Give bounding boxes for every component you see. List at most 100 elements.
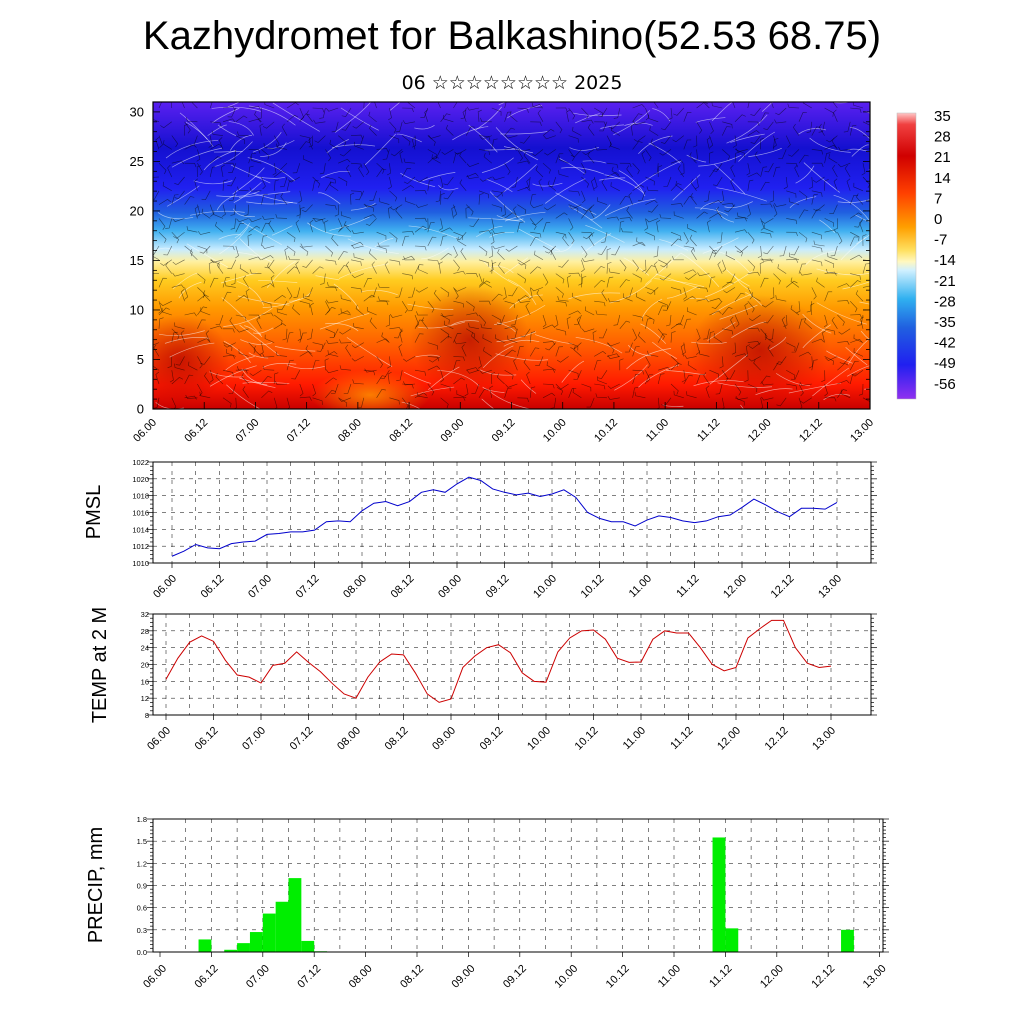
wind-barb (273, 397, 278, 409)
streamline (158, 330, 205, 337)
wind-barb (632, 386, 639, 398)
wind-barb (466, 162, 480, 167)
wind-barb (376, 162, 385, 174)
wind-barb (478, 245, 488, 256)
wind-barb (734, 149, 745, 158)
wind-barb (709, 369, 719, 379)
streamline (233, 181, 262, 204)
streamline (178, 281, 202, 299)
wind-barb (369, 124, 377, 136)
wind-barb (833, 218, 838, 231)
wind-barb (558, 259, 569, 268)
wind-barb (199, 391, 211, 399)
streamline (590, 204, 611, 221)
wind-barb (291, 370, 301, 380)
wind-barb (542, 383, 555, 389)
wind-barb (261, 222, 270, 233)
wind-barb (325, 306, 336, 316)
y-tick-label: 28 (141, 627, 149, 636)
streamline (604, 198, 656, 217)
streamline (500, 131, 548, 135)
wind-barb (824, 397, 837, 402)
wind-barb (526, 178, 531, 191)
streamline (707, 321, 736, 341)
wind-barb (504, 111, 512, 122)
wind-barb (313, 119, 326, 124)
streamline (482, 260, 519, 287)
wind-barb (550, 397, 557, 409)
wind-barb (789, 252, 800, 261)
wind-barb (197, 338, 210, 343)
wind-barb (286, 245, 296, 256)
wind-barb (555, 153, 564, 164)
y-tick-label: 1018 (132, 492, 149, 501)
wind-barb (760, 258, 773, 263)
wind-barb (200, 307, 211, 316)
wind-barb (153, 245, 160, 255)
wind-barb (761, 218, 774, 224)
wind-barb (222, 179, 228, 191)
streamline (667, 286, 698, 299)
streamline (498, 102, 506, 106)
colorbar-label: -14 (934, 252, 956, 269)
wind-barb (295, 219, 301, 233)
y-tick-label: 0.9 (137, 882, 147, 891)
wind-barb (536, 289, 544, 302)
wind-barb (160, 259, 172, 266)
wind-barb (840, 389, 851, 399)
wind-barb (647, 350, 659, 357)
wind-barb (606, 276, 614, 288)
wind-barb (637, 331, 646, 343)
wind-barb (363, 214, 377, 219)
wind-barb (760, 203, 773, 208)
wind-barb (837, 232, 843, 245)
colorbar-label: 21 (934, 149, 951, 166)
streamline (614, 364, 648, 391)
wind-barb (607, 395, 620, 400)
wind-barb (158, 218, 166, 230)
wind-barb (306, 110, 313, 122)
wind-barb (607, 383, 620, 389)
wind-barb (734, 314, 740, 328)
wind-barb (249, 187, 262, 192)
wind-barb (480, 323, 492, 330)
wind-barb (337, 218, 343, 231)
wind-barb (568, 272, 581, 277)
streamline (223, 340, 251, 363)
x-tick-label: 10.12 (579, 573, 607, 601)
streamline (581, 233, 612, 255)
wind-barb (791, 342, 800, 353)
wind-barb (158, 231, 167, 244)
wind-barb (312, 176, 321, 188)
wind-barb (158, 317, 164, 329)
y-tick-label: 0.0 (137, 948, 147, 957)
wind-barb (491, 372, 496, 385)
wind-barb (414, 217, 427, 223)
wind-barb (632, 259, 639, 272)
wind-barb (331, 234, 339, 247)
wind-barb (420, 107, 429, 118)
wind-barb (261, 390, 273, 399)
wind-barb (482, 278, 492, 288)
wind-barb (490, 218, 495, 231)
streamline (345, 102, 348, 103)
wind-barb (184, 196, 195, 205)
wind-barb (329, 328, 339, 339)
wind-barb (787, 103, 800, 109)
wind-barb (531, 149, 544, 156)
wind-barb (750, 107, 761, 117)
wind-barb (209, 370, 214, 383)
wind-barb (747, 172, 760, 178)
wind-barb (353, 253, 364, 261)
wind-barb (401, 301, 408, 314)
wind-barb (555, 383, 564, 395)
wind-barb (236, 366, 249, 371)
wind-barb (174, 190, 185, 200)
wind-barb (196, 149, 201, 162)
wind-barb (628, 192, 633, 205)
wind-barb (299, 332, 307, 343)
streamline (638, 135, 673, 154)
wind-barb (308, 135, 313, 148)
hot-anomaly-left (153, 315, 230, 405)
wind-barb (453, 377, 465, 385)
